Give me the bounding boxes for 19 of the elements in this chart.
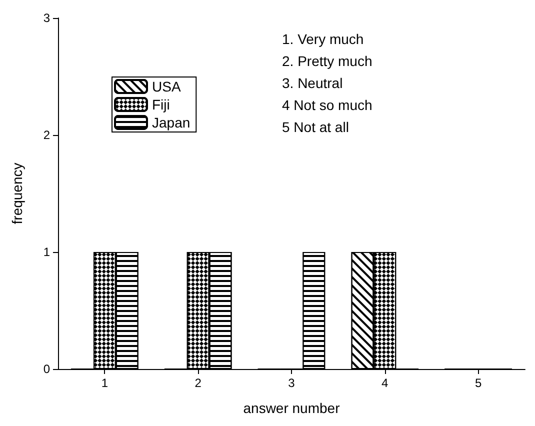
x-tick-label: 3	[288, 376, 296, 390]
x-tick-label: 4	[382, 376, 389, 390]
y-axis-title: frequency	[9, 162, 25, 224]
annotation: 3. Neutral	[282, 75, 343, 91]
annotation: 4 Not so much	[282, 97, 372, 113]
y-tick-label: 0	[43, 362, 50, 376]
x-tick-label: 2	[194, 376, 202, 390]
annotation: 5 Not at all	[282, 119, 349, 135]
y-tick-label: 2	[43, 128, 50, 142]
x-axis-title: answer number	[243, 400, 340, 416]
x-tick-label: 1	[101, 376, 108, 390]
legend-label: USA	[152, 78, 182, 94]
annotation: 2. Pretty much	[282, 53, 372, 69]
x-tick-label: 5	[474, 376, 482, 390]
y-tick-label: 1	[43, 245, 50, 259]
legend-label: Fiji	[152, 96, 170, 112]
legend-label: Japan	[152, 114, 190, 130]
annotation: 1. Very much	[282, 31, 364, 47]
y-tick-label: 3	[43, 11, 50, 25]
